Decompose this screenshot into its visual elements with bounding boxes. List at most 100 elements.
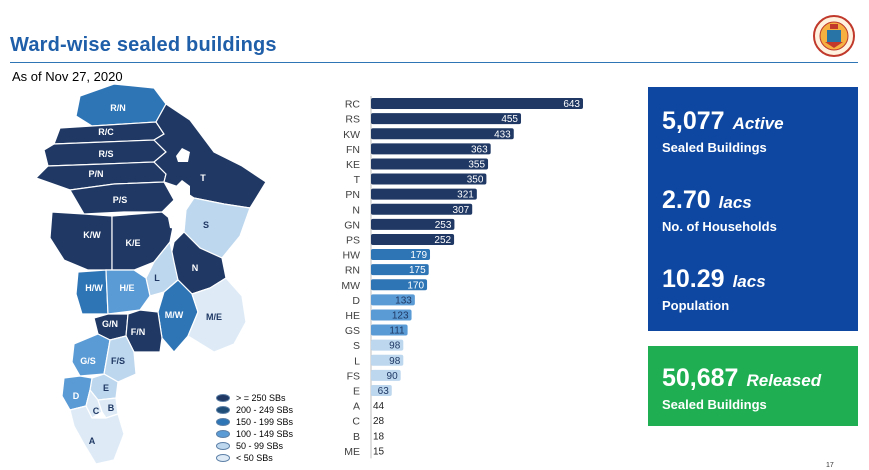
bar-l: [371, 354, 404, 366]
category-label-rn: RN: [345, 265, 360, 277]
value-label-kw: 433: [494, 129, 511, 140]
category-label-t: T: [354, 174, 361, 186]
legend-label: 200 - 249 SBs: [236, 405, 294, 415]
value-label-mw: 170: [407, 280, 424, 291]
bar-d: [371, 294, 415, 306]
legend-item: > = 250 SBs: [216, 392, 293, 404]
ward-h-w[interactable]: [75, 269, 109, 315]
page-title: Ward-wise sealed buildings: [10, 34, 277, 56]
category-label-kw: KW: [343, 129, 360, 141]
category-label-rs: RS: [345, 114, 360, 126]
ward-t[interactable]: [153, 103, 267, 209]
legend-item: 50 - 99 SBs: [216, 440, 293, 452]
kpi-active-unit: Active: [732, 114, 784, 133]
legend-label: 150 - 199 SBs: [236, 417, 294, 427]
kpi-active-number: 5,077: [662, 107, 725, 135]
kpi-population-label: Population: [662, 298, 730, 313]
category-label-fs: FS: [347, 370, 360, 382]
kpi-active: 5,077 Active Sealed Buildings: [662, 107, 784, 155]
ward-label-t: T: [200, 173, 206, 183]
lake-1: [176, 148, 190, 162]
bar-rn: [371, 264, 429, 276]
ward-label-k-w: K/W: [83, 230, 101, 240]
bar-rc: [371, 98, 583, 110]
legend-swatch: [216, 454, 230, 462]
ward-label-p-s: P/S: [113, 195, 128, 205]
ward-label-b: B: [108, 403, 115, 413]
legend-item: 200 - 249 SBs: [216, 404, 293, 416]
value-label-pn: 321: [457, 190, 474, 201]
value-label-l: 98: [389, 356, 401, 367]
bar-fs: [371, 369, 401, 381]
municipal-logo: [813, 15, 855, 57]
ward-label-g-n: G/N: [102, 319, 118, 329]
ward-label-g-s: G/S: [80, 356, 96, 366]
ward-label-s: S: [203, 220, 209, 230]
ward-a[interactable]: [69, 405, 125, 465]
value-label-he: 123: [392, 310, 409, 321]
bar-fn: [371, 143, 491, 155]
kpi-households: 2.70 lacs No. of Households: [662, 186, 777, 234]
ward-label-c: C: [93, 406, 100, 416]
page-number: 17: [826, 462, 834, 469]
ward-label-m-e: M/E: [206, 312, 222, 322]
value-label-e: 63: [378, 386, 390, 397]
value-label-fs: 90: [387, 371, 399, 382]
ward-label-n: N: [192, 263, 199, 273]
kpi-panel-blue: 5,077 Active Sealed Buildings 2.70 lacs No…: [648, 87, 858, 331]
value-label-b: 18: [373, 431, 385, 442]
value-label-me: 15: [373, 446, 385, 457]
bar-ps: [371, 233, 455, 245]
bar-gn: [371, 218, 455, 230]
ward-label-r-n: R/N: [110, 103, 126, 113]
legend-label: > = 250 SBs: [236, 393, 286, 403]
ward-p-s[interactable]: [69, 181, 175, 215]
ward-label-h-e: H/E: [119, 283, 134, 293]
ward-label-r-c: R/C: [98, 127, 114, 137]
kpi-released-label: Sealed Buildings: [662, 397, 767, 412]
bar-mw: [371, 279, 428, 291]
bar-n: [371, 203, 473, 215]
category-label-ke: KE: [346, 159, 360, 171]
kpi-panel-green: 50,687 Released Sealed Buildings: [648, 346, 858, 426]
ward-label-l: L: [154, 273, 160, 283]
category-label-he: HE: [345, 310, 360, 322]
bar-e: [371, 384, 392, 396]
category-label-l: L: [354, 355, 360, 367]
legend-label: 50 - 99 SBs: [236, 441, 284, 451]
category-label-pn: PN: [345, 189, 360, 201]
category-label-a: A: [353, 401, 360, 413]
bar-gs: [371, 324, 408, 336]
category-label-gs: GS: [345, 325, 360, 337]
ward-label-r-s: R/S: [98, 149, 113, 159]
map-legend: > = 250 SBs 200 - 249 SBs 150 - 199 SBs …: [216, 392, 293, 464]
bar-kw: [371, 128, 514, 140]
title-divider: [10, 62, 858, 63]
kpi-population-unit: lacs: [732, 272, 766, 291]
ward-label-h-w: H/W: [85, 283, 103, 293]
category-label-ps: PS: [346, 234, 360, 246]
value-label-c: 28: [373, 416, 385, 427]
legend-swatch: [216, 430, 230, 438]
ward-label-k-e: K/E: [125, 238, 140, 248]
kpi-active-label: Sealed Buildings: [662, 140, 767, 155]
category-label-c: C: [352, 416, 360, 428]
value-label-rc: 643: [563, 99, 580, 110]
value-label-hw: 179: [410, 250, 427, 261]
value-label-rs: 455: [501, 114, 518, 125]
bar-ke: [371, 158, 489, 170]
category-label-b: B: [353, 431, 360, 443]
ward-m-e[interactable]: [187, 277, 247, 353]
bar-pn: [371, 188, 477, 200]
lake-2: [174, 180, 190, 208]
category-label-me: ME: [344, 446, 360, 458]
ward-k-w[interactable]: [49, 211, 113, 271]
legend-swatch: [216, 442, 230, 450]
value-label-ke: 355: [468, 159, 485, 170]
lake-3: [168, 212, 184, 230]
bar-he: [371, 309, 412, 321]
kpi-population: 10.29 lacs Population: [662, 265, 766, 313]
legend-item: 100 - 149 SBs: [216, 428, 293, 440]
legend-swatch: [216, 394, 230, 402]
category-label-s: S: [353, 340, 360, 352]
